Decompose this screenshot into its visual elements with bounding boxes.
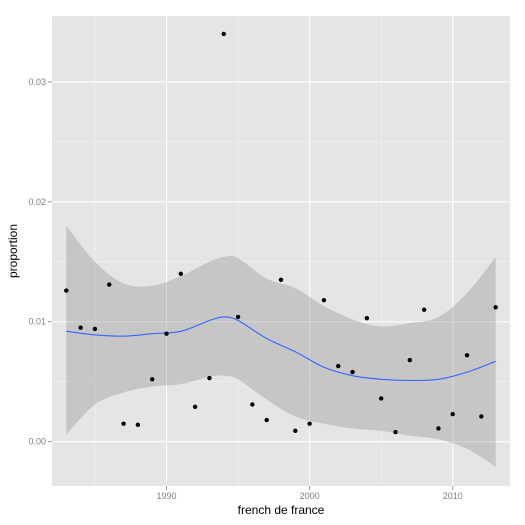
data-point [378, 396, 384, 401]
data-point [92, 326, 98, 332]
data-point [293, 428, 298, 434]
confidence-band-layer [66, 225, 496, 467]
data-point [393, 429, 398, 435]
data-point [350, 369, 355, 375]
data-point [121, 421, 126, 426]
y-tick-label: 0.02 [28, 197, 46, 207]
data-point [192, 404, 198, 410]
x-tick-label: 2000 [300, 491, 320, 501]
data-point [164, 331, 169, 336]
data-point [178, 271, 184, 276]
data-point [336, 363, 341, 369]
data-point [436, 426, 441, 431]
data-point [307, 421, 312, 426]
y-tick-label: 0.01 [28, 317, 46, 327]
smooth-trend-line [66, 316, 496, 382]
data-point [149, 377, 155, 382]
data-point [264, 417, 269, 423]
x-axis-ticks: 1990 2000 2010 [156, 486, 463, 501]
data-point [207, 375, 212, 381]
data-point [479, 414, 484, 419]
plot-panel [52, 16, 510, 486]
data-point [221, 31, 226, 37]
major-grid [52, 16, 510, 486]
y-tick-label: 0.00 [28, 437, 46, 447]
data-point [78, 325, 83, 330]
data-point [407, 357, 413, 363]
data-point [64, 288, 69, 293]
data-point [278, 277, 284, 282]
x-axis-title: french de france [238, 503, 325, 517]
data-point [235, 314, 241, 320]
smooth-line-layer [66, 316, 496, 382]
data-point [493, 305, 498, 310]
minor-grid [52, 16, 510, 486]
data-point [421, 307, 427, 312]
x-tick-label: 2010 [443, 491, 463, 501]
data-point [250, 402, 255, 407]
data-point [107, 282, 112, 287]
data-point [464, 353, 470, 358]
data-point [321, 297, 327, 303]
data-point [450, 411, 455, 417]
y-tick-label: 0.03 [28, 77, 46, 87]
data-point [364, 315, 370, 321]
y-axis-ticks: 0.00 0.01 0.02 0.03 [28, 77, 52, 447]
points-layer [64, 31, 498, 435]
data-point [135, 422, 141, 428]
confidence-band [66, 225, 496, 467]
x-tick-label: 1990 [156, 491, 176, 501]
y-axis-title: proportion [6, 224, 20, 278]
